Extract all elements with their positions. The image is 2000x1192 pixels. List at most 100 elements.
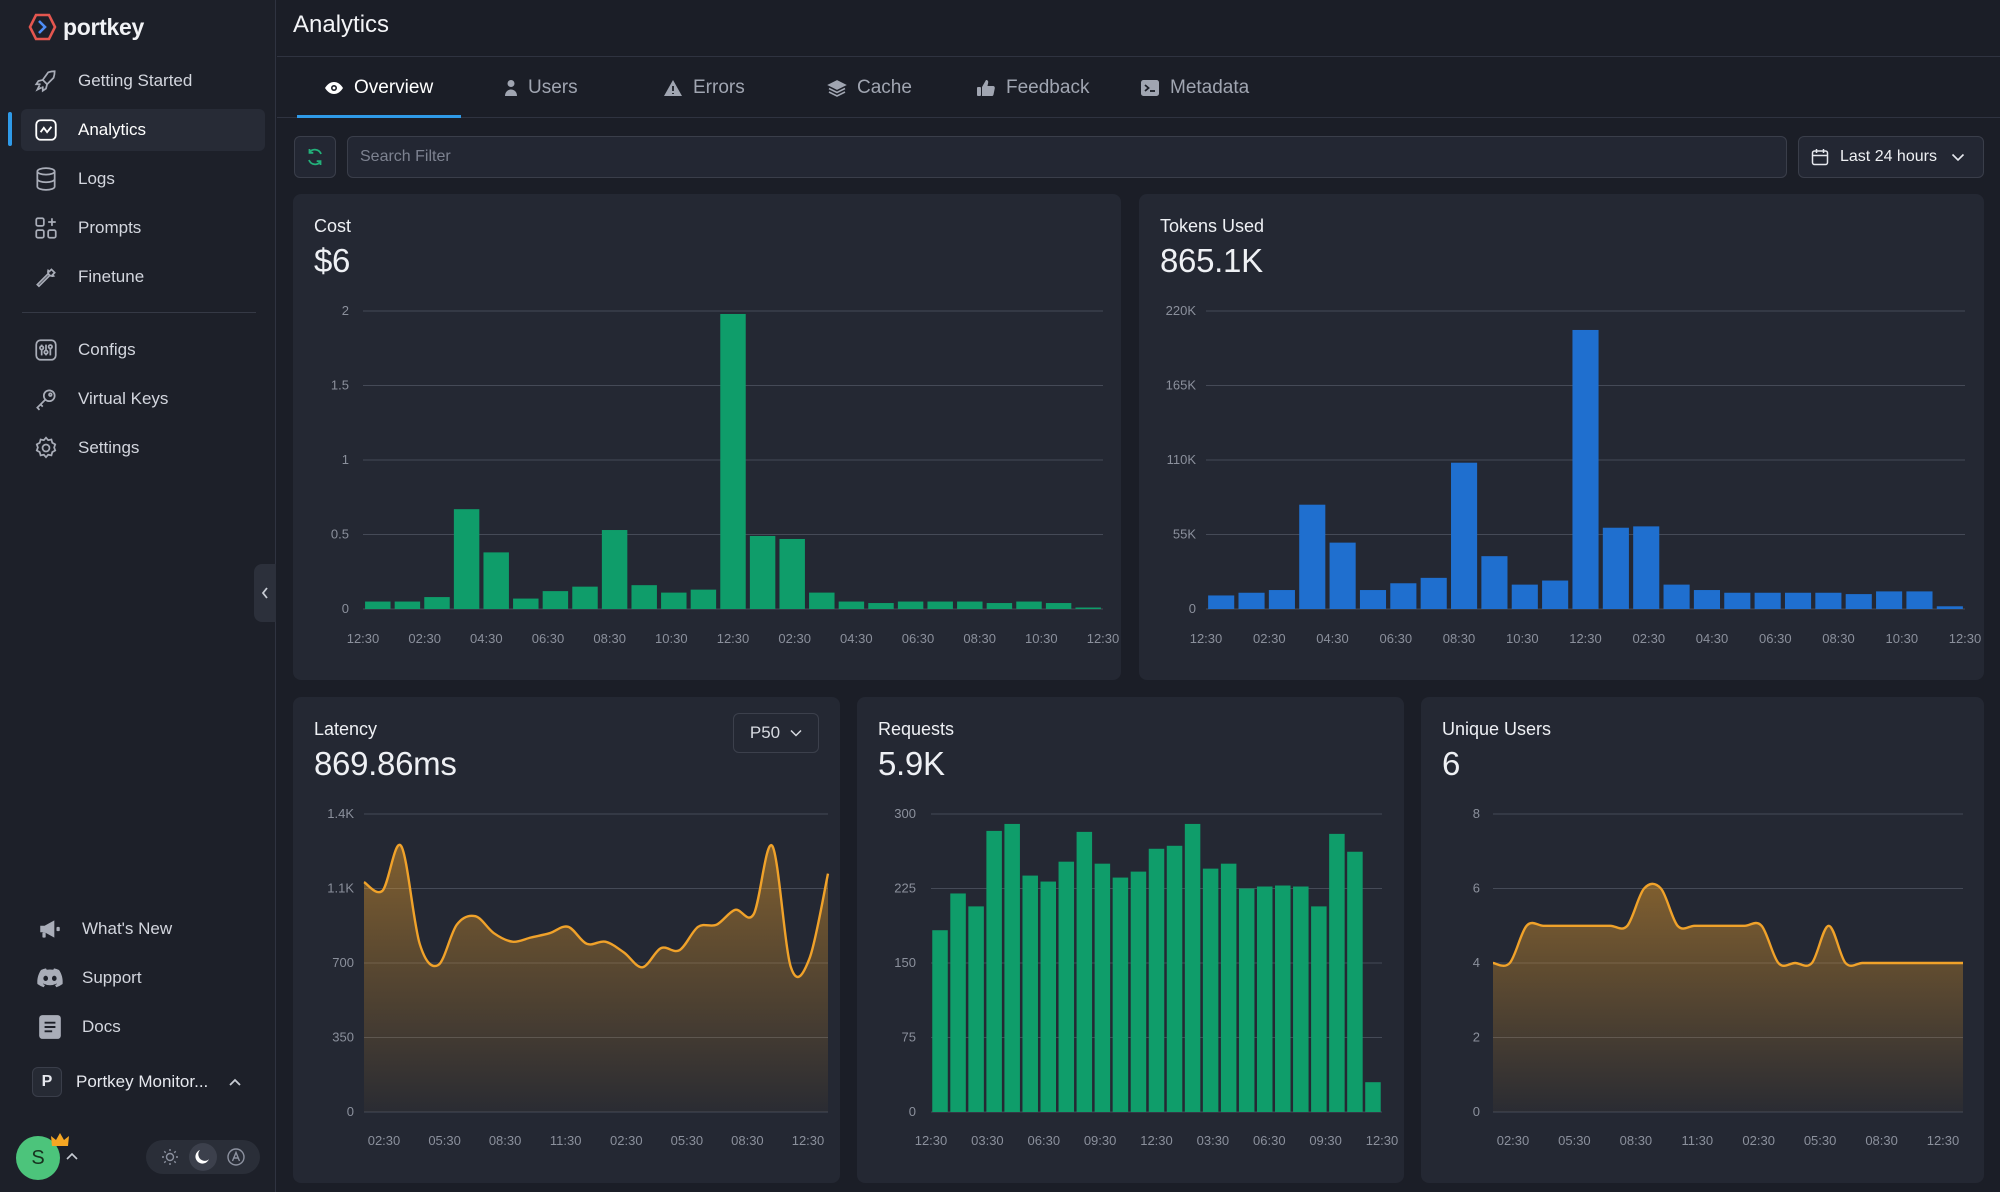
bar[interactable]	[1359, 590, 1387, 609]
sidebar-item-settings[interactable]: Settings	[21, 427, 265, 469]
bar[interactable]	[986, 603, 1013, 609]
bar[interactable]	[513, 598, 539, 609]
sidebar-item-docs[interactable]: Docs	[21, 1006, 265, 1048]
collapse-sidebar-button[interactable]	[254, 564, 276, 622]
bar[interactable]	[1130, 871, 1147, 1112]
bar[interactable]	[1299, 504, 1326, 609]
bar[interactable]	[690, 589, 717, 609]
bar[interactable]	[1390, 583, 1417, 609]
series-line[interactable]	[1492, 882, 1963, 967]
bar[interactable]	[1094, 863, 1111, 1112]
bar[interactable]	[1754, 592, 1781, 609]
search-input[interactable]	[347, 136, 1787, 178]
bar[interactable]	[1268, 590, 1295, 609]
chevron-up-icon[interactable]	[66, 1152, 78, 1160]
refresh-button[interactable]	[294, 136, 336, 178]
bar[interactable]	[1275, 885, 1291, 1112]
bar[interactable]	[1112, 877, 1129, 1112]
bar[interactable]	[542, 591, 569, 609]
auto-theme-button[interactable]	[222, 1143, 250, 1171]
bar[interactable]	[601, 530, 628, 609]
sidebar-item-support[interactable]: Support	[21, 957, 265, 999]
tab-users[interactable]: Users	[504, 57, 578, 118]
bar[interactable]	[1876, 591, 1903, 609]
bar[interactable]	[868, 603, 894, 609]
bar[interactable]	[1022, 875, 1038, 1112]
bar[interactable]	[1166, 845, 1183, 1112]
percentile-dropdown[interactable]: P50	[733, 713, 819, 753]
bar[interactable]	[483, 552, 509, 609]
bar[interactable]	[897, 601, 924, 609]
bar[interactable]	[1075, 607, 1101, 609]
bar[interactable]	[1076, 831, 1093, 1112]
tab-cache[interactable]: Cache	[827, 57, 912, 118]
bar[interactable]	[1220, 863, 1237, 1112]
brand[interactable]: portkey	[27, 10, 144, 44]
bar[interactable]	[1040, 881, 1057, 1112]
series-line[interactable]	[363, 843, 830, 979]
bar[interactable]	[1906, 591, 1933, 609]
bar[interactable]	[1451, 462, 1478, 609]
bar[interactable]	[1293, 886, 1309, 1112]
bar[interactable]	[1184, 823, 1201, 1112]
bar[interactable]	[986, 830, 1002, 1112]
tab-errors[interactable]: Errors	[663, 57, 745, 118]
bar[interactable]	[1256, 886, 1273, 1112]
sidebar-item-virtual-keys[interactable]: Virtual Keys	[21, 378, 265, 420]
sidebar-item-prompts[interactable]: Prompts	[21, 207, 265, 249]
bar[interactable]	[1329, 542, 1356, 609]
bar[interactable]	[927, 601, 953, 609]
bar[interactable]	[1365, 1082, 1381, 1112]
sidebar-item-analytics[interactable]: Analytics	[21, 109, 265, 151]
sidebar-item-whats-new[interactable]: What's New	[21, 908, 265, 950]
bar[interactable]	[1481, 556, 1508, 609]
bar[interactable]	[720, 313, 746, 609]
org-switcher[interactable]: P Portkey Monitor...	[32, 1067, 262, 1097]
bar[interactable]	[809, 592, 835, 609]
bar[interactable]	[572, 586, 598, 609]
tab-metadata[interactable]: Metadata	[1140, 57, 1249, 118]
bar[interactable]	[1845, 594, 1872, 609]
bar[interactable]	[1016, 601, 1042, 609]
bar[interactable]	[1004, 823, 1020, 1112]
bar[interactable]	[661, 592, 687, 609]
light-theme-button[interactable]	[156, 1143, 184, 1171]
bar[interactable]	[968, 906, 984, 1112]
bar[interactable]	[1347, 851, 1363, 1112]
bar[interactable]	[1238, 592, 1265, 609]
bar[interactable]	[1148, 848, 1165, 1112]
bar[interactable]	[1724, 592, 1751, 609]
bar[interactable]	[1311, 906, 1327, 1112]
bar[interactable]	[1329, 833, 1345, 1112]
tab-feedback[interactable]: Feedback	[976, 57, 1089, 118]
bar[interactable]	[779, 538, 805, 609]
bar[interactable]	[950, 893, 966, 1112]
bar[interactable]	[1936, 606, 1963, 609]
bar[interactable]	[1815, 592, 1842, 609]
bar[interactable]	[957, 601, 983, 609]
tab-overview[interactable]: Overview	[324, 57, 433, 118]
bar[interactable]	[631, 585, 657, 609]
bar[interactable]	[1420, 577, 1447, 609]
bar[interactable]	[1202, 868, 1219, 1112]
bar[interactable]	[1602, 527, 1629, 609]
bar[interactable]	[1542, 580, 1569, 609]
bar[interactable]	[1572, 329, 1599, 609]
bar[interactable]	[932, 930, 948, 1112]
sidebar-item-configs[interactable]: Configs	[21, 329, 265, 371]
bar[interactable]	[1208, 595, 1235, 609]
sidebar-item-logs[interactable]: Logs	[21, 158, 265, 200]
bar[interactable]	[1633, 526, 1660, 609]
sidebar-item-finetune[interactable]: Finetune	[21, 256, 265, 298]
bar[interactable]	[453, 509, 480, 609]
bar[interactable]	[838, 601, 865, 609]
bar[interactable]	[749, 535, 776, 609]
dark-theme-button[interactable]	[188, 1143, 217, 1171]
sidebar-item-getting-started[interactable]: Getting Started	[21, 60, 265, 102]
bar[interactable]	[394, 601, 421, 609]
bar[interactable]	[365, 601, 391, 609]
date-range-dropdown[interactable]: Last 24 hours	[1798, 136, 1984, 178]
bar[interactable]	[424, 597, 450, 609]
bar[interactable]	[1511, 584, 1538, 609]
bar[interactable]	[1663, 584, 1690, 609]
